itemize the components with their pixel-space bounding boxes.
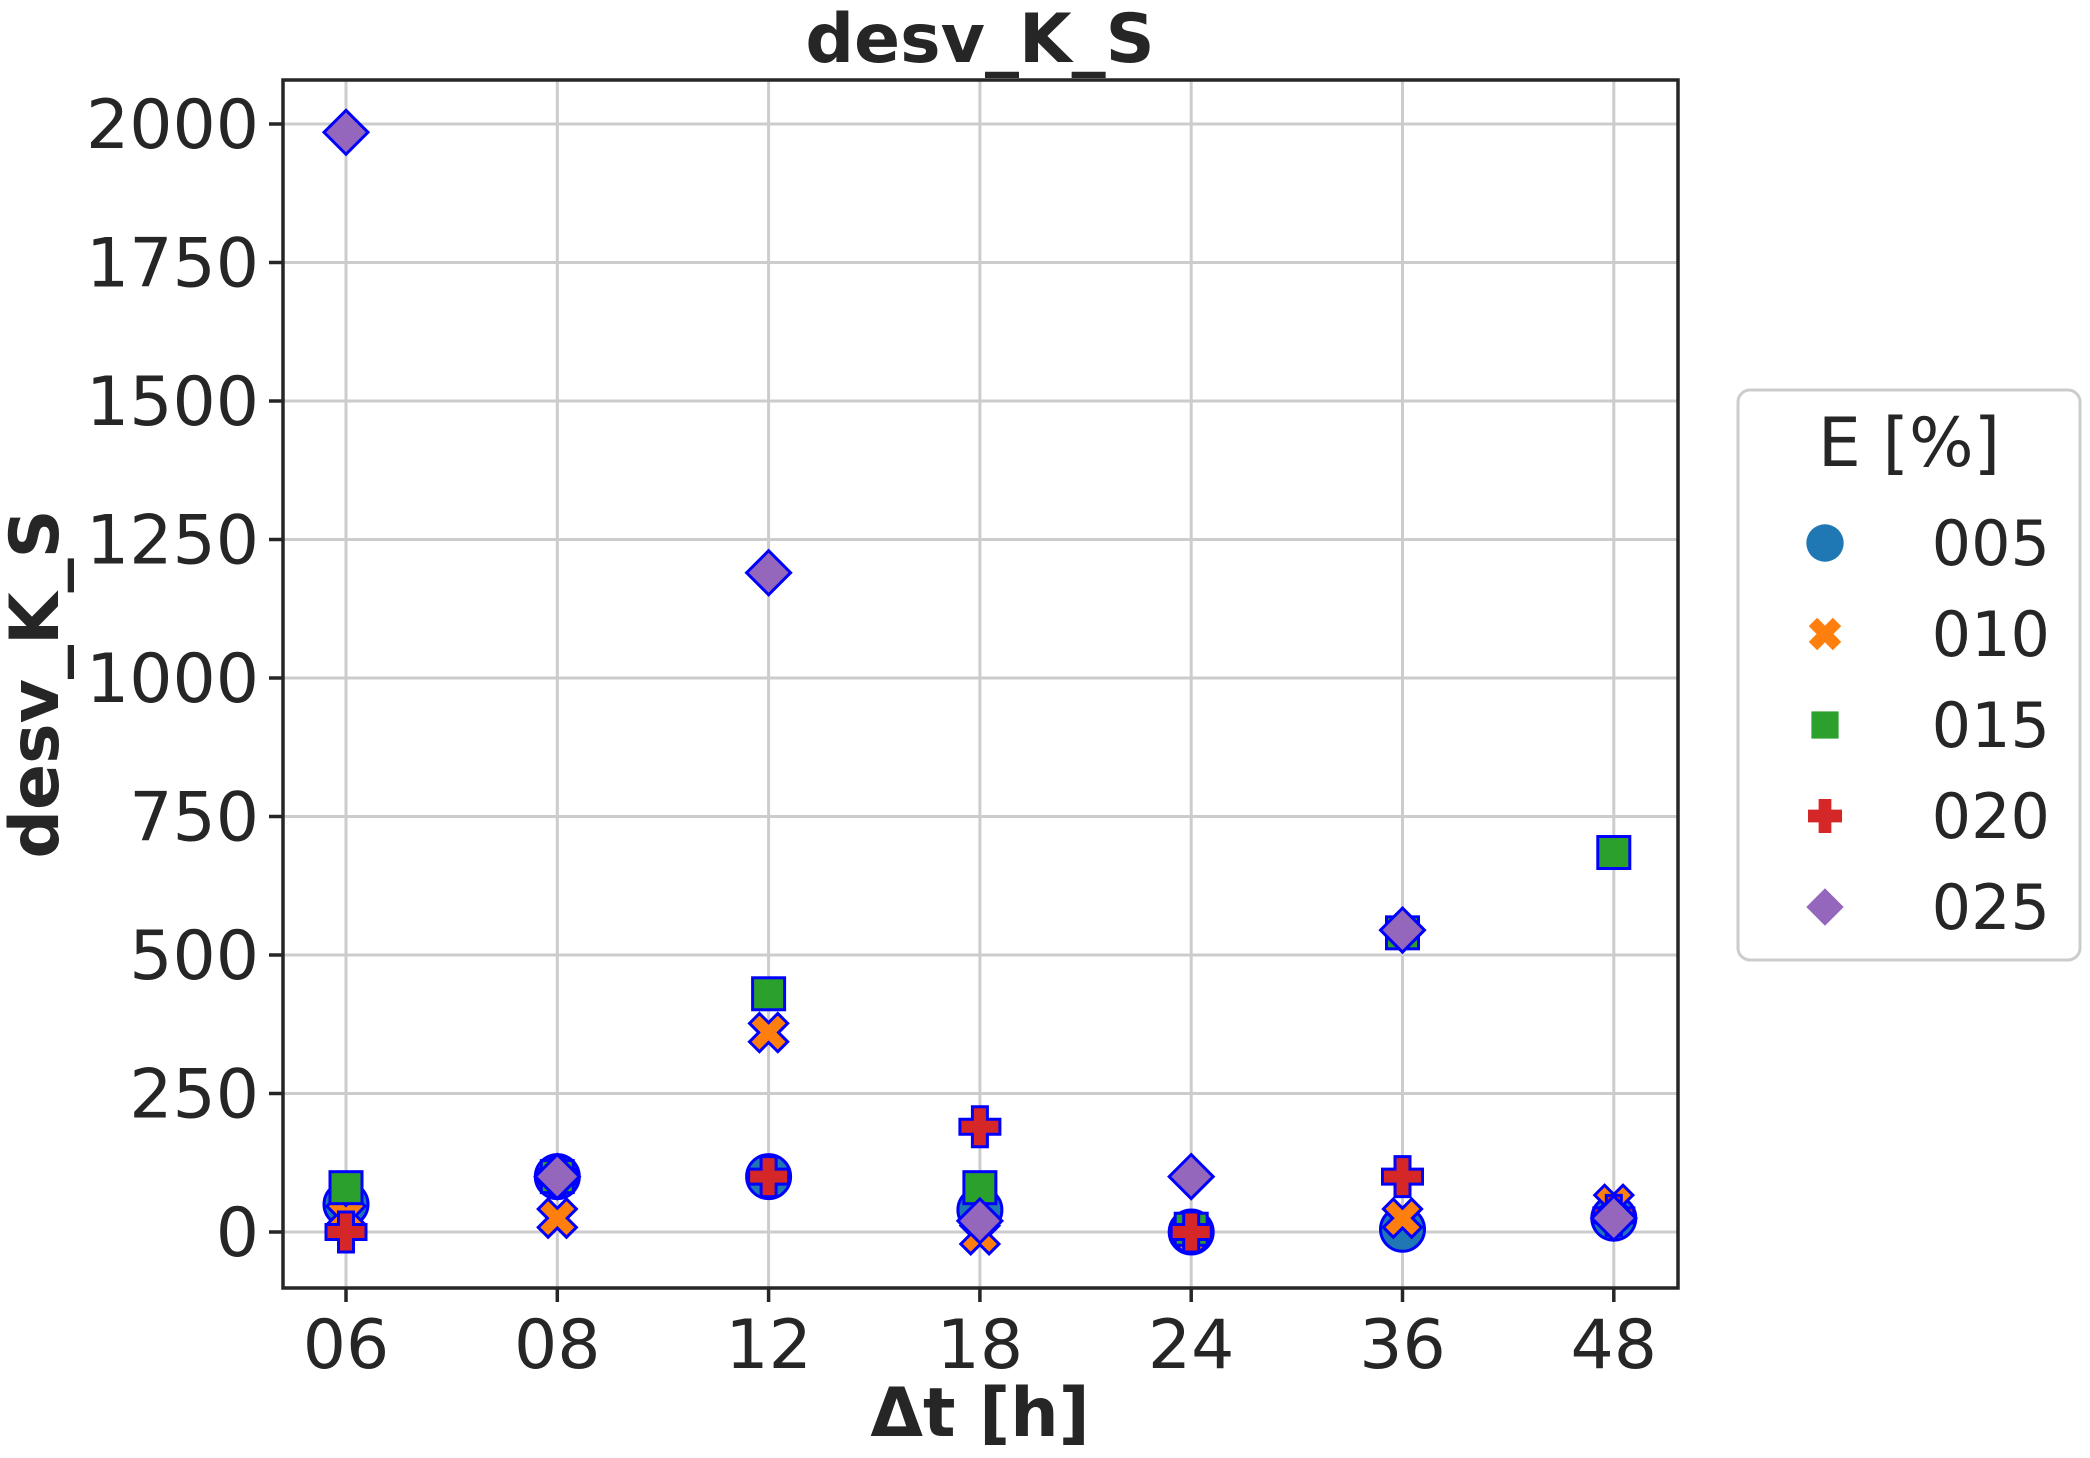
- x-tick-label: 24: [1148, 1306, 1235, 1385]
- axis-ticks: 06 08 12 18 24 36 48 0 250 500 750 1000 1250 1500 1750…: [86, 86, 1657, 1385]
- y-tick-label: 500: [129, 917, 259, 996]
- legend: E [%] 005 010 015 020 025: [1736, 388, 2082, 962]
- y-tick-label: 1000: [86, 640, 259, 719]
- data-point-025: [1167, 1152, 1216, 1201]
- data-point-025: [1378, 905, 1427, 955]
- x-tick-label: 12: [725, 1306, 812, 1385]
- legend-title: E [%]: [1818, 404, 2000, 483]
- plot-frame: [281, 78, 1680, 1290]
- data-point-025: [533, 1152, 582, 1201]
- legend-marker-025: [1806, 888, 1844, 926]
- legend-label: 015: [1932, 689, 2050, 762]
- data-points: [321, 108, 1638, 1256]
- chart-title: desv_K_S: [805, 0, 1154, 79]
- data-point-020: [324, 1210, 368, 1254]
- data-point-015: [751, 976, 787, 1012]
- data-point-025: [1589, 1194, 1638, 1243]
- data-point-020: [747, 1155, 791, 1199]
- data-point-020: [958, 1105, 1002, 1149]
- legend-label: 020: [1932, 780, 2050, 853]
- legend-item-015: 015: [1811, 689, 2050, 762]
- data-point-025: [955, 1196, 1005, 1246]
- legend-marker-005: [1806, 524, 1844, 562]
- y-tick-label: 1250: [86, 502, 259, 581]
- data-point-010: [1381, 1196, 1424, 1240]
- y-tick-label: 2000: [86, 86, 259, 165]
- legend-items: 005 010 015 020 025: [1806, 507, 2050, 944]
- x-axis-label: Δt [h]: [870, 1374, 1089, 1453]
- series-025: [321, 108, 1638, 1246]
- legend-marker-020: [1808, 799, 1842, 833]
- x-tick-label: 48: [1571, 1306, 1658, 1385]
- data-point-025: [744, 548, 793, 597]
- data-point-020: [1381, 1155, 1424, 1199]
- y-tick-label: 250: [129, 1056, 259, 1135]
- x-tick-label: 36: [1359, 1306, 1446, 1385]
- legend-label: 010: [1932, 598, 2050, 671]
- y-tick-label: 0: [216, 1194, 259, 1273]
- legend-marker-015: [1811, 711, 1839, 739]
- data-point-010: [747, 1011, 790, 1054]
- data-point-015: [328, 1170, 364, 1206]
- y-tick-label: 1500: [86, 363, 259, 442]
- data-point-010: [536, 1196, 579, 1240]
- y-tick-label: 1750: [86, 225, 259, 304]
- legend-label: 005: [1932, 507, 2050, 580]
- x-tick-label: 08: [514, 1306, 601, 1385]
- grid-lines: [283, 80, 1678, 1288]
- data-point-015: [1596, 835, 1632, 871]
- y-axis-label: desv_K_S: [0, 509, 75, 858]
- data-point-020: [1169, 1210, 1213, 1254]
- x-tick-label: 06: [303, 1306, 390, 1385]
- x-tick-label: 18: [937, 1306, 1024, 1385]
- legend-marker-010: [1808, 617, 1842, 651]
- y-tick-label: 750: [129, 779, 259, 858]
- legend-item-010: 010: [1808, 598, 2050, 671]
- legend-label: 025: [1932, 871, 2050, 944]
- legend-item-005: 005: [1806, 507, 2050, 580]
- legend-item-025: 025: [1806, 871, 2050, 944]
- legend-item-020: 020: [1808, 780, 2050, 853]
- data-point-025: [321, 108, 371, 157]
